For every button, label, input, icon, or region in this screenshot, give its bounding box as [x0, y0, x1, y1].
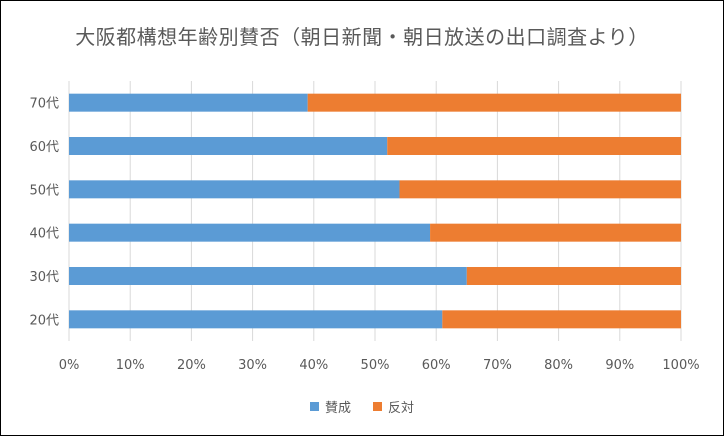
- category-label: 70代: [29, 97, 59, 112]
- category-label: 20代: [29, 313, 59, 328]
- x-tick-label: 50%: [361, 358, 390, 373]
- x-tick-label: 40%: [299, 358, 328, 373]
- category-labels: 70代 60代 50代 40代 30代 20代: [29, 97, 59, 329]
- bar-oppose: [399, 180, 681, 199]
- x-tick-label: 100%: [662, 358, 699, 373]
- legend-item-oppose: 反対: [373, 397, 414, 416]
- bar-oppose: [442, 310, 681, 329]
- x-tick-label: 10%: [116, 358, 145, 373]
- x-tick-label: 80%: [544, 358, 573, 373]
- bar-oppose: [466, 267, 681, 285]
- chart-title: 大阪都構想年齢別賛否（朝日新聞・朝日放送の出口調査より）: [75, 25, 649, 49]
- category-label: 50代: [29, 183, 59, 198]
- x-tick-labels: 0% 10% 20% 30% 40% 50% 60% 70% 80% 90% 100%: [59, 358, 700, 373]
- x-tick-label: 20%: [177, 358, 206, 373]
- category-label: 60代: [29, 140, 59, 155]
- legend-label: 賛成: [324, 401, 351, 416]
- legend-swatch: [373, 402, 382, 411]
- legend-label: 反対: [388, 401, 415, 416]
- x-tick-label: 30%: [238, 358, 267, 373]
- legend: 賛成 反対: [1, 397, 723, 416]
- bar-support: [69, 137, 388, 155]
- legend-swatch: [309, 402, 319, 411]
- bar-oppose: [307, 93, 681, 112]
- bar-oppose: [430, 223, 681, 242]
- x-tick-label: 90%: [605, 358, 634, 373]
- bar-support: [69, 180, 400, 199]
- x-tick-label: 70%: [483, 358, 512, 373]
- bar-support: [69, 310, 443, 329]
- bar-support: [69, 93, 308, 112]
- bar-support: [69, 223, 431, 242]
- legend-item-support: 賛成: [309, 397, 351, 416]
- gridlines: [68, 81, 682, 341]
- bar-oppose: [387, 137, 681, 155]
- category-label: 30代: [29, 270, 59, 285]
- bars: [69, 93, 681, 329]
- x-tick-label: 60%: [422, 358, 451, 373]
- bar-support: [69, 267, 467, 285]
- x-tick-label: 0%: [59, 358, 80, 373]
- category-label: 40代: [29, 227, 59, 242]
